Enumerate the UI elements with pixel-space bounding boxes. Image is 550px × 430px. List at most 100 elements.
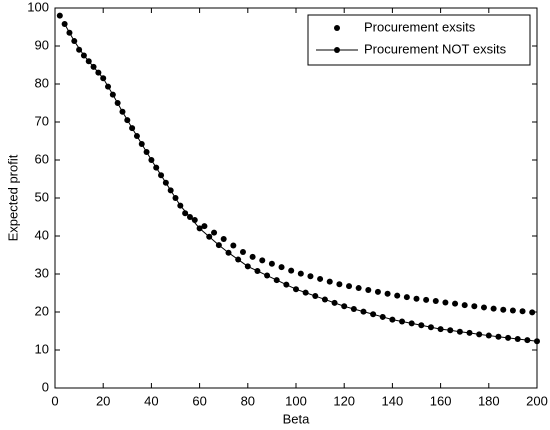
legend-box: [307, 14, 531, 66]
data-point: [437, 326, 444, 333]
data-point: [476, 331, 483, 338]
y-tick-label: 100: [27, 0, 49, 14]
data-point: [317, 275, 324, 282]
data-point: [129, 125, 136, 132]
data-point: [278, 264, 285, 271]
data-point: [370, 311, 377, 318]
y-axis-label: Expected profit: [5, 154, 20, 241]
legend-marker: [334, 25, 340, 31]
data-point: [509, 307, 516, 314]
data-point: [312, 293, 319, 300]
x-tick-label: 200: [526, 393, 548, 408]
data-point: [254, 267, 261, 274]
data-point: [534, 338, 540, 345]
data-point: [519, 308, 526, 315]
data-point: [148, 157, 155, 163]
data-point: [466, 329, 473, 336]
data-point: [471, 303, 478, 310]
legend-marker: [334, 47, 340, 53]
data-point: [273, 277, 280, 284]
data-point: [321, 296, 328, 303]
data-point: [389, 316, 396, 323]
data-point: [211, 229, 218, 236]
data-point: [283, 281, 290, 288]
data-point: [186, 214, 193, 220]
y-tick-label: 10: [35, 341, 49, 356]
x-tick-label: 80: [241, 393, 255, 408]
data-point: [413, 295, 420, 302]
data-point: [297, 270, 304, 277]
data-point: [249, 253, 256, 260]
data-point: [326, 278, 333, 285]
data-point: [495, 333, 502, 340]
x-tick-label: 60: [192, 393, 206, 408]
data-point: [432, 297, 439, 304]
data-point: [288, 267, 295, 274]
x-tick-label: 20: [96, 393, 110, 408]
data-point: [490, 305, 497, 312]
data-point: [427, 324, 434, 331]
data-point: [384, 290, 391, 297]
data-point: [447, 327, 454, 334]
data-point: [100, 75, 107, 82]
data-point: [442, 299, 449, 306]
data-point: [524, 337, 531, 344]
data-point: [206, 233, 213, 240]
data-point: [268, 260, 275, 267]
y-tick-label: 20: [35, 303, 49, 318]
data-point: [182, 210, 189, 217]
data-point: [355, 285, 362, 292]
data-point: [264, 272, 271, 279]
data-point: [225, 249, 232, 256]
data-point: [480, 304, 487, 311]
x-tick-label: 40: [144, 393, 158, 408]
data-point: [90, 63, 97, 70]
data-point: [259, 257, 266, 264]
data-point: [461, 302, 468, 309]
data-point: [331, 299, 338, 306]
legend-label: Procurement exsits: [364, 19, 476, 34]
data-point: [235, 256, 242, 263]
data-point: [138, 141, 145, 148]
y-tick-label: 90: [35, 37, 49, 52]
data-point: [215, 242, 222, 249]
y-tick-label: 0: [42, 379, 49, 394]
data-point: [167, 187, 174, 194]
data-point: [418, 322, 425, 329]
data-point: [374, 288, 381, 295]
y-tick-label: 70: [35, 113, 49, 128]
data-point: [336, 281, 343, 288]
legend-label: Procurement NOT exsits: [364, 41, 507, 56]
data-point: [56, 12, 63, 19]
plot-frame: [54, 7, 538, 389]
x-tick-label: 140: [382, 393, 404, 408]
x-tick-label: 100: [285, 393, 307, 408]
data-point: [514, 335, 521, 342]
data-point: [307, 273, 314, 280]
data-point: [341, 303, 348, 310]
x-tick-label: 120: [333, 393, 355, 408]
data-point: [302, 289, 309, 296]
data-point: [177, 202, 184, 209]
data-point: [403, 294, 410, 301]
data-point: [71, 38, 78, 45]
data-point: [408, 320, 415, 327]
x-tick-label: 180: [478, 393, 500, 408]
data-point: [456, 328, 463, 335]
data-point: [529, 309, 536, 316]
data-point: [80, 52, 87, 59]
data-point: [201, 223, 208, 230]
data-point: [220, 236, 227, 243]
data-point: [500, 306, 507, 313]
data-point: [346, 283, 353, 290]
data-point: [61, 20, 68, 27]
data-point: [293, 286, 299, 293]
y-tick-label: 30: [35, 265, 49, 280]
y-tick-label: 40: [35, 227, 49, 242]
data-point: [423, 296, 430, 303]
y-tick-label: 80: [35, 75, 49, 90]
data-point: [399, 318, 406, 325]
data-point: [119, 108, 126, 115]
data-point: [109, 91, 116, 98]
